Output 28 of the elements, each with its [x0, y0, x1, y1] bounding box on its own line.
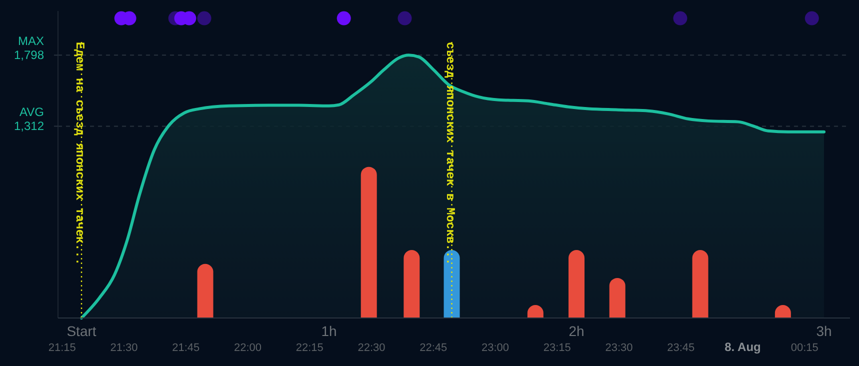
- x2-tick-label: 22:30: [358, 342, 386, 354]
- x2-tick-label: 23:30: [605, 342, 633, 354]
- bar: [568, 250, 585, 318]
- x2-tick-label: 21:45: [172, 342, 200, 354]
- ref-line-label: AVG: [20, 105, 44, 120]
- x2-tick-label: 21:15: [48, 342, 76, 354]
- x2-tick-label: 8. Aug: [724, 340, 761, 354]
- ref-line-label: MAX: [18, 34, 44, 48]
- x2-tick-label: 23:15: [543, 342, 571, 354]
- x-tick-label: 1h: [321, 323, 337, 339]
- bar: [360, 166, 377, 318]
- y-tick-label: 1,798: [14, 48, 44, 62]
- x2-tick-label: 22:00: [234, 342, 262, 354]
- y-tick-label: 1,312: [14, 119, 44, 134]
- x2-tick-label: 23:00: [481, 342, 510, 354]
- x2-tick-label: 00:15: [790, 342, 818, 354]
- x2-tick-label: 22:15: [296, 342, 324, 354]
- x2-tick-label: 22:45: [420, 342, 448, 354]
- bar: [197, 264, 214, 318]
- bar: [404, 250, 420, 318]
- x2-tick-label: 23:45: [667, 342, 695, 354]
- bar: [692, 250, 708, 318]
- x-tick-label: Start: [66, 323, 96, 339]
- x-tick-label: 2h: [568, 323, 584, 339]
- x-tick-label: 3h: [816, 323, 832, 339]
- x2-tick-label: 21:30: [110, 342, 138, 354]
- bar: [609, 278, 626, 318]
- ref-line-label: съезд японских тачек в Москв...: [442, 42, 457, 266]
